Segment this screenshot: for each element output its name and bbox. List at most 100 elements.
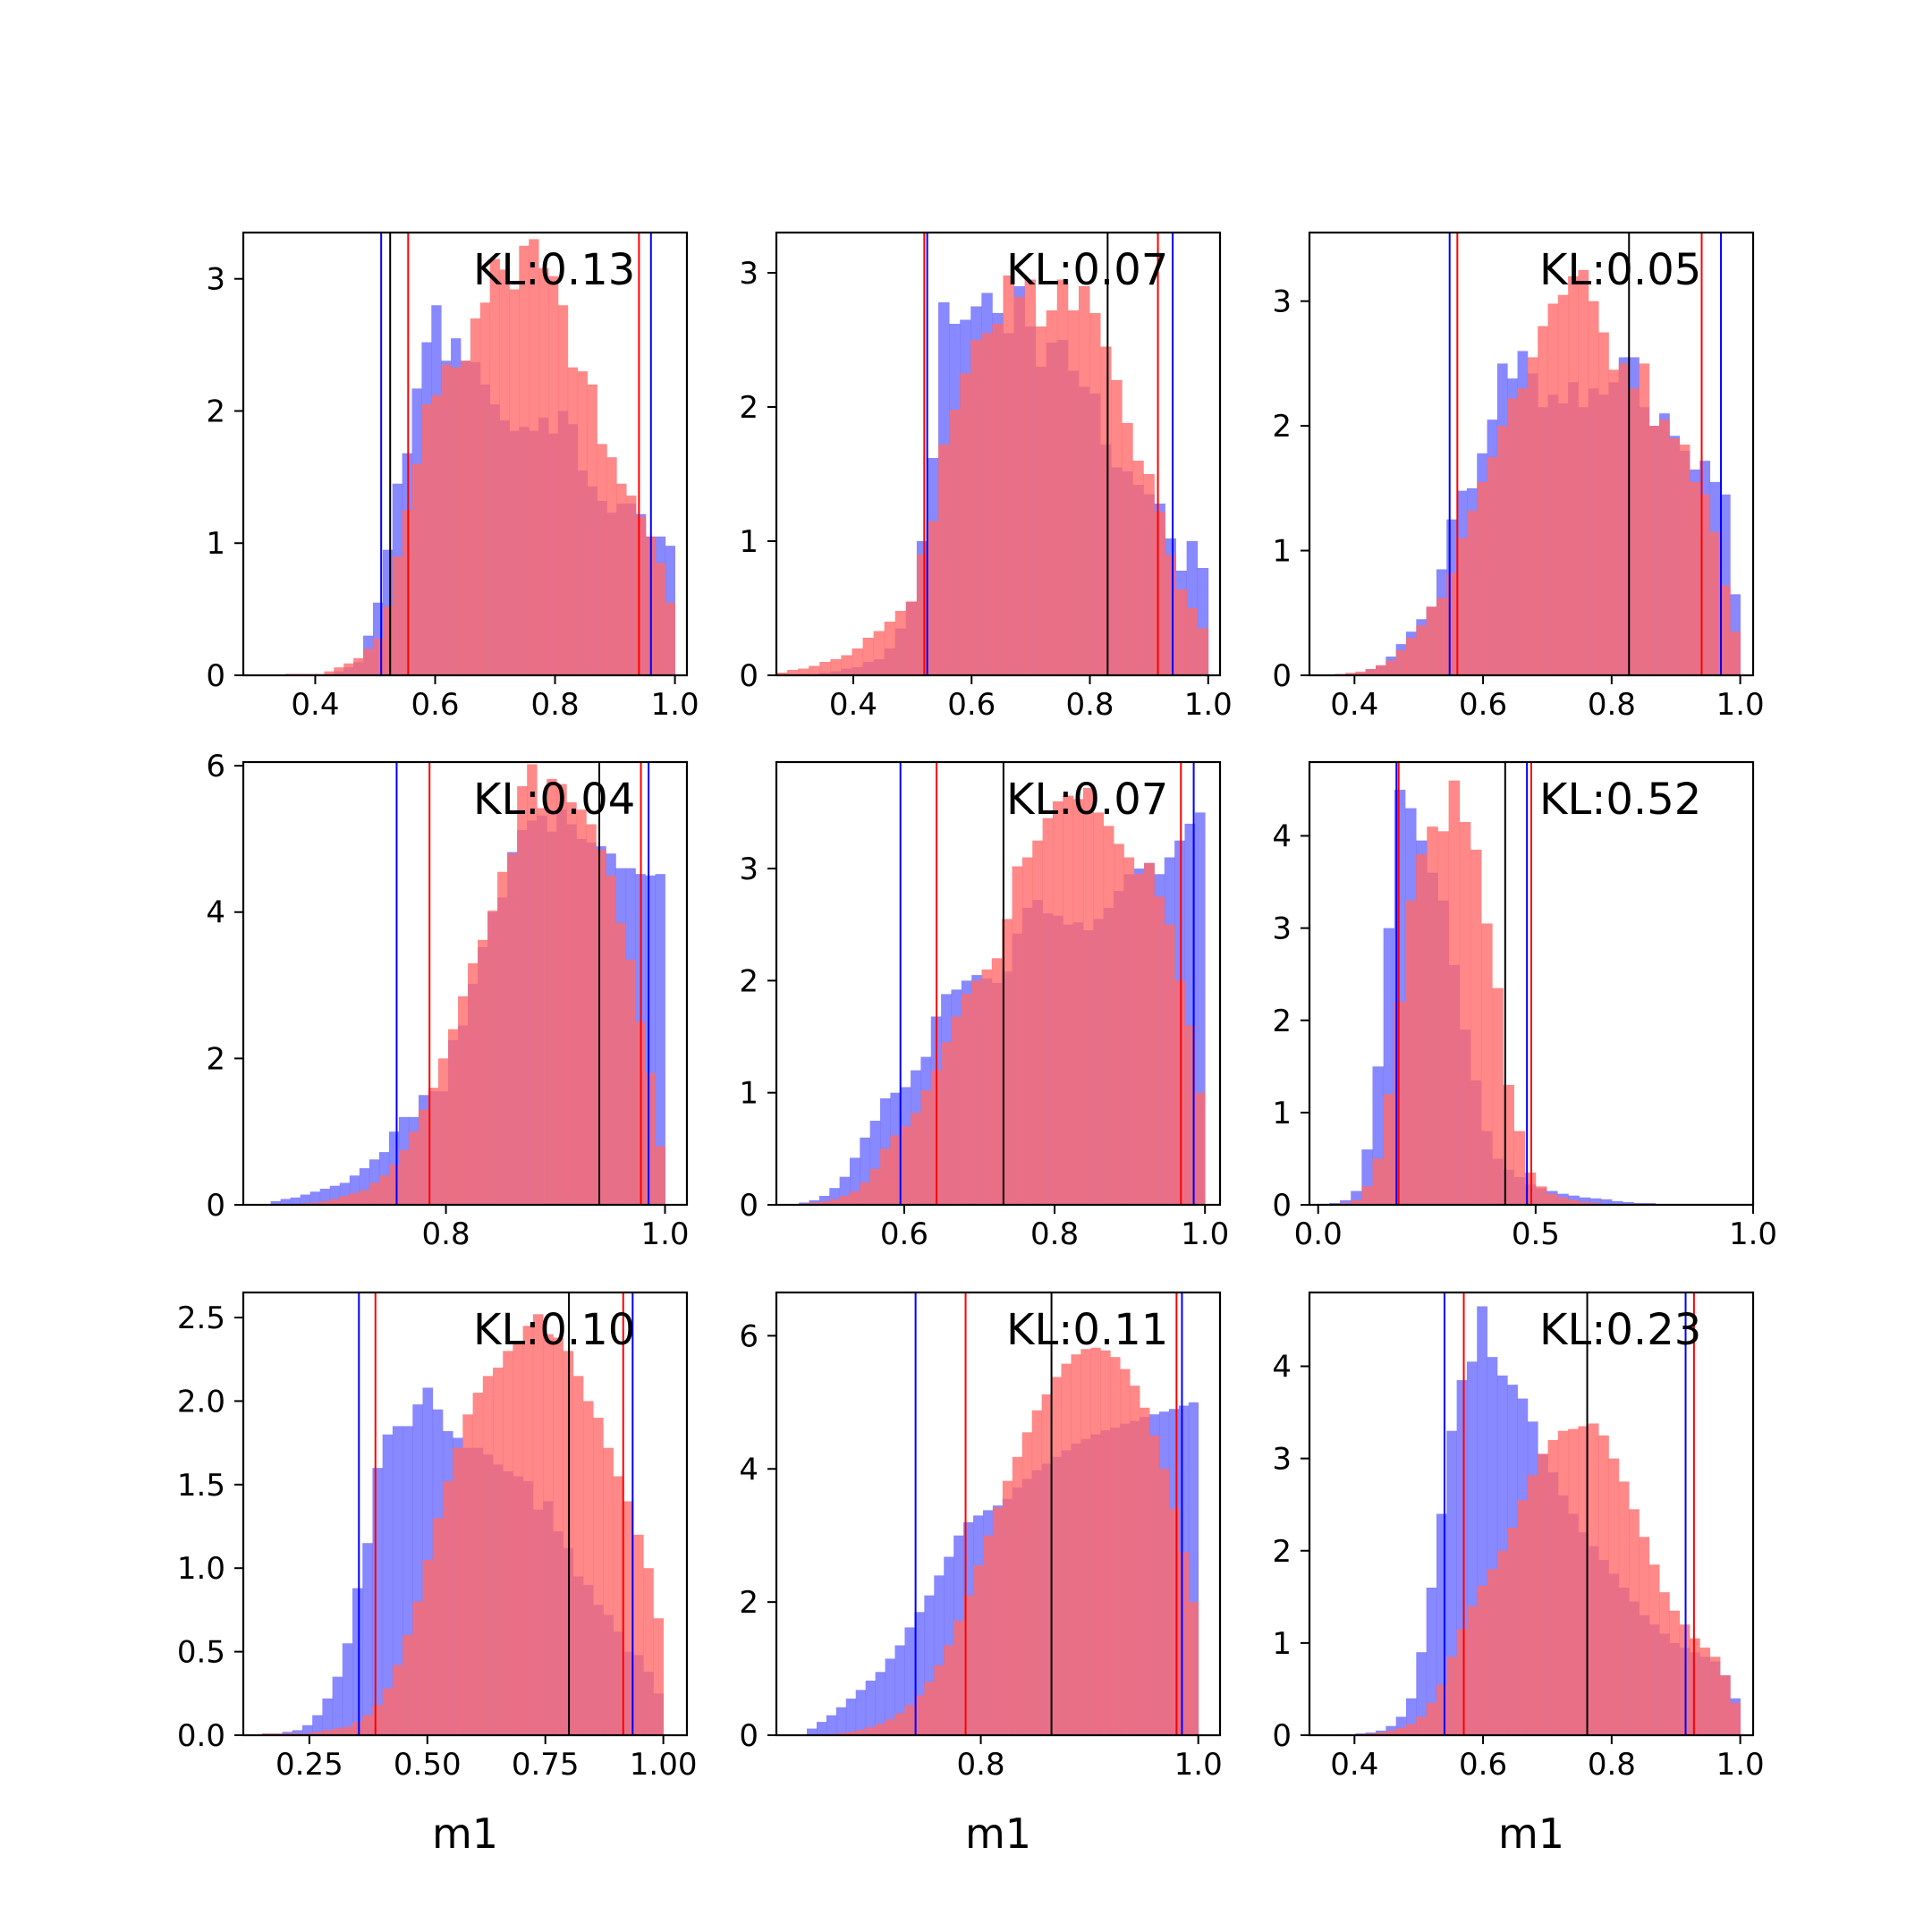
histogram-bar <box>332 1728 343 1735</box>
x-tick-label: 0.4 <box>1330 1747 1378 1783</box>
histogram-bar <box>1507 1527 1518 1735</box>
y-tick-label: 6 <box>739 1318 758 1354</box>
y-tick-label: 4 <box>206 895 225 931</box>
x-tick-label: 1.00 <box>630 1747 698 1783</box>
x-tick-label: 0.8 <box>957 1747 1005 1783</box>
histogram-bar <box>342 1643 353 1735</box>
histogram-bar <box>934 1665 945 1735</box>
histogram-bar <box>953 1620 964 1735</box>
histogram-bar <box>1012 1456 1023 1735</box>
histogram-bar <box>776 673 788 675</box>
plot-area <box>1335 233 1741 675</box>
histogram-bar <box>462 1414 473 1735</box>
histogram-bar <box>835 1733 847 1735</box>
histogram-bar <box>1406 1698 1417 1735</box>
histogram-bar <box>1365 669 1377 675</box>
histogram-bar <box>402 1426 413 1735</box>
x-tick-label: 0.6 <box>1459 687 1507 723</box>
series-red <box>1335 1423 1741 1735</box>
histogram-bar <box>1071 1354 1081 1735</box>
histogram-bar <box>1395 1716 1407 1735</box>
histogram-bar <box>982 1535 994 1735</box>
histogram-bar <box>576 809 587 1205</box>
histogram-bar <box>441 364 452 675</box>
histogram-bar <box>1456 1379 1468 1735</box>
histogram-bar <box>835 1707 847 1735</box>
histogram-bar <box>1456 1629 1468 1735</box>
histogram-bar <box>1496 426 1508 675</box>
y-tick-label: 3 <box>739 256 758 292</box>
histogram-bar <box>1416 1652 1428 1735</box>
kl-annotation: KL:0.13 <box>473 245 635 295</box>
histogram-bar <box>992 1507 1004 1735</box>
histogram-bar <box>363 648 374 675</box>
histogram-bar <box>855 1690 867 1735</box>
histogram-bar <box>1042 818 1054 1205</box>
histogram-bar <box>1527 357 1538 675</box>
x-tick-label: 0.8 <box>1588 687 1636 723</box>
histogram-bar <box>1487 1569 1498 1735</box>
subplot-7: 0.25 0.50 0.75 1.00 0.0 0.5 1.0 1.5 2.0 2.5 KL:0.1… <box>177 1291 698 1858</box>
histogram-bar <box>818 1195 830 1205</box>
histogram-bar <box>1090 1347 1101 1735</box>
subplot-9: 0.4 0.6 0.8 1.0 0 1 2 3 4 KL:0.23 m1 <box>1272 1291 1765 1858</box>
histogram-bar <box>875 1672 886 1735</box>
histogram-bar <box>300 1194 311 1205</box>
histogram-bar <box>1061 1363 1072 1735</box>
histogram-bar <box>509 289 520 675</box>
histogram-bar <box>329 1185 341 1205</box>
histogram-bar <box>1600 1199 1613 1205</box>
histogram-bar <box>1659 419 1670 675</box>
plot-area <box>799 762 1206 1205</box>
histogram-bar <box>1426 1702 1437 1735</box>
histogram-bar <box>362 1543 373 1735</box>
histogram-bar <box>1568 1428 1579 1735</box>
histogram-bar <box>1492 987 1504 1205</box>
histogram-bar <box>830 659 842 675</box>
histogram-bar <box>593 1418 604 1735</box>
histogram-bar <box>1437 831 1450 1205</box>
histogram-bar <box>1538 326 1548 675</box>
histogram-bar <box>382 1688 394 1735</box>
histogram-bar <box>378 1175 390 1205</box>
histogram-bar <box>1154 896 1165 1205</box>
histogram-bar <box>529 239 539 675</box>
histogram-bar <box>448 1029 459 1205</box>
histogram-bar <box>632 1534 644 1735</box>
histogram-bar <box>1046 310 1058 675</box>
histogram-bar <box>543 1334 554 1735</box>
histogram-bar <box>626 496 637 675</box>
y-tick-label: 2 <box>206 394 225 429</box>
histogram-bar <box>1578 1426 1589 1735</box>
plot-area <box>807 1292 1199 1735</box>
histogram-bar <box>839 1176 851 1205</box>
histogram-bar <box>557 305 569 675</box>
histogram-bar <box>938 445 950 675</box>
histogram-bar <box>422 1559 434 1735</box>
histogram-bar <box>839 1195 851 1205</box>
histogram-bar <box>1470 849 1482 1205</box>
subplot-1: 0.4 0.6 0.8 1.0 0 1 2 3 KL:0.13 <box>206 231 699 723</box>
histogram-bar <box>961 994 972 1205</box>
histogram-bar <box>392 1426 403 1735</box>
histogram-bar <box>1648 1564 1660 1735</box>
histogram-bar <box>1629 388 1640 675</box>
y-tick-label: 3 <box>1272 1442 1292 1478</box>
histogram-bar <box>309 1202 321 1205</box>
subplot-8: 0.8 1.0 0 2 4 6 KL:0.11 m1 <box>739 1291 1223 1858</box>
histogram-bar <box>517 786 528 1205</box>
histogram-bar <box>1669 438 1681 675</box>
histogram-bar <box>421 404 432 675</box>
histogram-bar <box>572 1376 584 1735</box>
histogram-bar <box>1487 456 1498 675</box>
histogram-bar <box>1168 1508 1180 1735</box>
subplot-3: 0.4 0.6 0.8 1.0 0 1 2 3 KL:0.05 <box>1272 231 1765 723</box>
histogram-bar <box>1608 1458 1620 1735</box>
histogram-bar <box>587 384 597 675</box>
histogram-bar <box>412 1404 423 1735</box>
histogram-bar <box>362 1715 373 1735</box>
histogram-bar <box>1598 332 1609 675</box>
x-tick-label: 0.50 <box>394 1747 462 1783</box>
histogram-bar <box>880 1148 891 1205</box>
